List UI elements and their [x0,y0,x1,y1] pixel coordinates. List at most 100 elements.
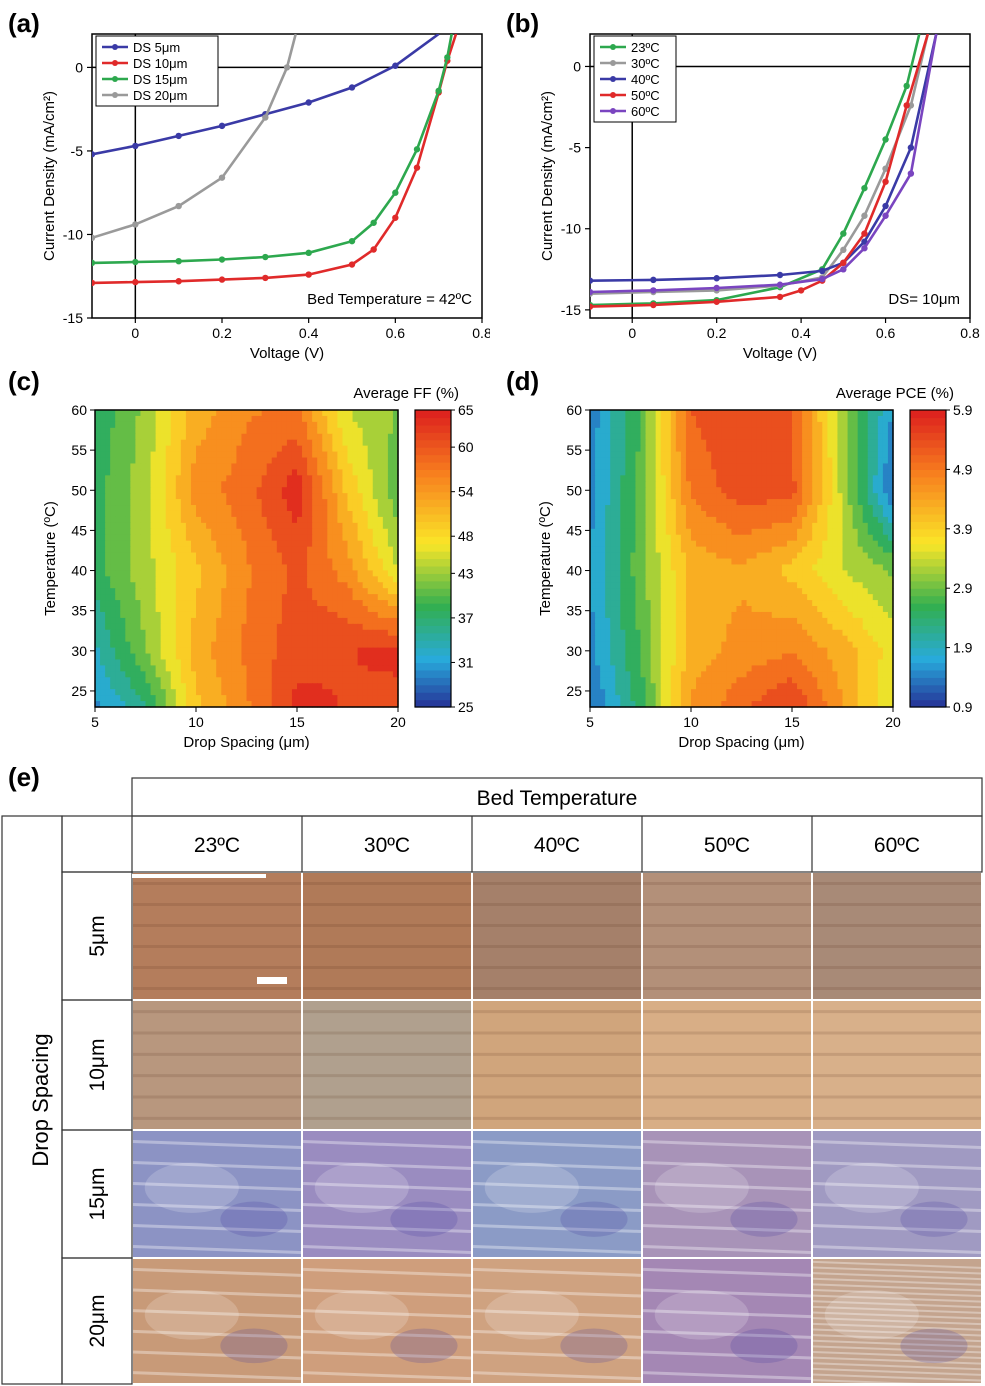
data-point [305,249,312,257]
legend-marker [610,76,616,82]
column-label-4: 60ºC [874,834,920,857]
data-point [713,298,720,305]
data-point [819,267,826,275]
micrograph-cell-r3-c2 [472,1259,642,1383]
data-point [882,165,889,172]
data-point [262,274,269,282]
colorbar-segment [415,595,451,604]
data-point [861,212,868,219]
colorbar-segment [415,610,451,619]
y-axis-label: Current Density (mA/cm²) [41,91,58,261]
colorbar-tick-label: 3.9 [953,521,973,537]
data-point [175,202,182,210]
colorbar-segment [415,699,451,708]
colorbar-segment [910,432,946,441]
colorbar-segment [910,513,946,522]
data-point [840,246,847,254]
micrograph-cell-r2-c2 [472,1131,642,1257]
data-point [218,122,226,130]
ff-contour-map-c: 5 10 15 20 25 30 35 40 45 50 55 60 Drop Spacing (μm)… [42,385,474,751]
data-point [861,184,868,192]
y-tick-label: 25 [71,683,87,699]
data-point [907,144,915,151]
x-tick-label: 10 [188,714,204,730]
colorbar-segment [910,699,946,708]
x-tick-label: 20 [885,714,901,730]
colorbar-segment [415,573,451,582]
colorbar-segment [910,521,946,530]
colorbar-segment [415,692,451,701]
micrograph-cell-r3-c1 [302,1259,472,1383]
colorbar-frame [414,409,452,708]
micrograph-cell-r3-c3 [642,1259,812,1383]
y-tick-label: 50 [566,482,582,498]
micrograph-cell-r0-c1 [303,873,471,999]
y-tick-label: 0 [75,59,83,75]
micrograph-cell-r0-c2 [473,873,641,999]
colorbar-segment [415,558,451,567]
data-point [348,237,356,245]
colorbar-segment [415,417,451,426]
colorbar-segment [415,491,451,500]
legend-entry: DS 5μm [133,40,180,55]
data-point [650,287,657,294]
legend-marker [610,108,616,114]
colorbar-frame [909,409,947,708]
jv-curve-chart-a: 0 0.2 0.4 0.6 0.8 -15 -10 -5 0 Voltage (V) Current… [41,33,490,362]
micrograph-cell-r3-c4 [812,1259,982,1386]
colorbar-segment [910,439,946,448]
x-tick-label: 0 [131,325,139,341]
colorbar-segment [910,655,946,664]
data-point [797,287,805,294]
colorbar-segment [910,595,946,604]
y-tick-label: 30 [71,643,87,659]
column-label-3: 50ºC [704,834,750,857]
data-point [348,84,356,91]
colorbar-tick-label: 0.9 [953,699,973,715]
row-label-1: 10μm [86,1039,109,1092]
y-tick-label: 50 [71,482,87,498]
colorbar-tick-label: 4.9 [953,461,973,477]
data-point [861,245,868,252]
colorbar-segment [415,424,451,433]
data-point [861,230,868,237]
data-point [776,293,784,301]
data-point [132,221,139,228]
plot-frame [91,33,483,319]
row-label-2: 15μm [86,1168,109,1221]
colorbar-segment [910,454,946,463]
series-line-2 [590,34,938,282]
micrograph-cell-r1-c0 [133,1001,301,1129]
micrograph-cell-r2-c3 [642,1131,812,1257]
micrograph-cell-r0-c4 [813,873,981,999]
data-point [348,261,356,268]
colorbar-segment [910,617,946,626]
legend-entry: 23ºC [631,40,660,55]
colorbar-segment [415,640,451,649]
colorbar-segment [415,617,451,626]
image-edge-marker [132,874,266,878]
colorbar-segment [415,565,451,574]
colorbar-title: Average FF (%) [353,385,459,402]
colorbar-tick-label: 60 [458,439,474,455]
data-point [392,62,399,69]
data-point [370,246,377,253]
x-axis-label: Drop Spacing (μm) [678,734,804,751]
data-point [590,288,594,296]
colorbar-segment [415,528,451,537]
colorbar-segment [910,573,946,582]
y-tick-label: 30 [566,643,582,659]
colorbar-segment [910,447,946,456]
x-tick-label: 15 [784,714,800,730]
pce-contour-map-d: 5 10 15 20 25 30 35 40 45 50 55 60 Drop Spacing (μm)… [537,385,973,751]
data-point [218,174,226,181]
colorbar-segment [415,655,451,664]
y-axis-label: Temperature (ºC) [42,501,59,616]
colorbar-segment [415,543,451,552]
colorbar-segment [415,447,451,456]
y-tick-label: 40 [71,563,87,579]
data-point [713,284,720,292]
colorbar-segment [910,632,946,641]
data-point [218,276,226,283]
data-point [840,266,847,273]
